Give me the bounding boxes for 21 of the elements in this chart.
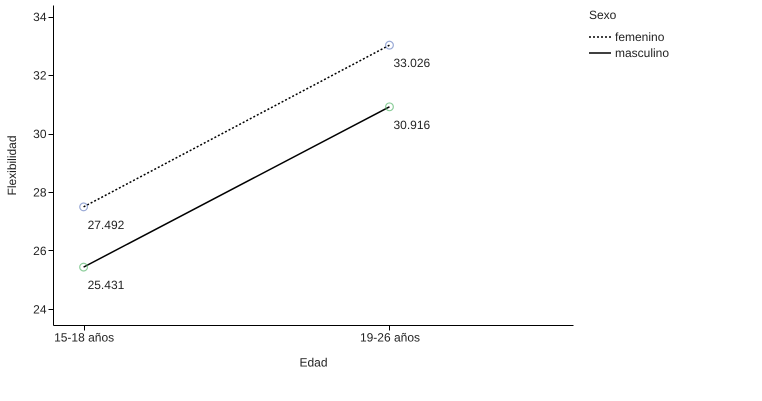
point <box>79 202 88 212</box>
y-tick-label: 32 <box>33 68 47 83</box>
legend-label: masculino <box>615 46 670 60</box>
x-axis-title: Edad <box>299 356 328 370</box>
legend-label: femenino <box>615 30 665 44</box>
data-label: 33.026 <box>393 56 430 70</box>
y-tick-label: 34 <box>33 10 47 24</box>
data-label: 27.492 <box>88 218 125 232</box>
y-tick-label: 26 <box>33 244 47 258</box>
point <box>385 40 394 50</box>
point <box>385 102 394 112</box>
data-label: 25.431 <box>88 278 125 292</box>
point <box>79 262 88 272</box>
y-tick-label: 28 <box>33 186 47 200</box>
y-axis-title: Flexibilidad <box>5 135 20 196</box>
data-label: 30.916 <box>393 118 430 132</box>
y-tick-label: 24 <box>33 302 47 316</box>
x-tick-label: 15-18 años <box>54 330 114 344</box>
x-tick-label: 19-26 años <box>360 330 420 344</box>
legend-title: Sexo <box>589 8 617 22</box>
y-tick-label: 30 <box>33 127 47 142</box>
